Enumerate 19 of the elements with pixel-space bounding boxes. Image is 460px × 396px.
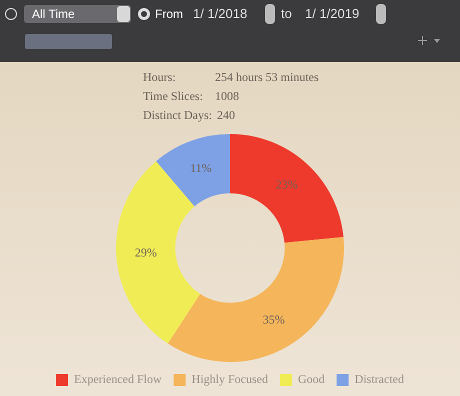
legend-label: Distracted bbox=[354, 372, 404, 386]
data-label: 23% bbox=[276, 178, 298, 192]
text: 1/ 1/2018 bbox=[193, 6, 248, 21]
text: 254 hours 53 minutes bbox=[215, 70, 319, 85]
data-label: 29% bbox=[134, 246, 157, 260]
text: to bbox=[281, 6, 292, 21]
data-label: 35% bbox=[262, 312, 285, 326]
text: Time Slices: bbox=[143, 89, 203, 104]
text: 1008 bbox=[215, 89, 239, 104]
legend-label: Experienced Flow bbox=[74, 372, 162, 386]
text: Hours: bbox=[143, 70, 176, 85]
text: Distinct Days: bbox=[143, 108, 212, 123]
legend-label: Good bbox=[298, 372, 325, 386]
text: From bbox=[155, 7, 183, 21]
legend-label: Highly Focused bbox=[192, 372, 268, 386]
text: 1/ 1/2019 bbox=[305, 6, 360, 21]
text: 240 bbox=[217, 108, 235, 123]
data-label: 11% bbox=[190, 160, 212, 175]
text: All Time bbox=[32, 7, 75, 21]
